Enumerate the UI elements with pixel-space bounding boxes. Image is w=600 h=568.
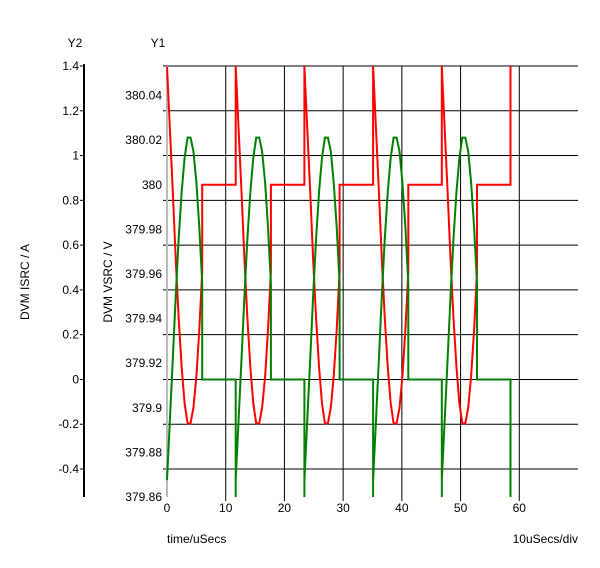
y1-tick-label: 379.94	[125, 312, 162, 326]
y1-tick-label: 380	[142, 178, 162, 192]
series-line-dvm-vsrc	[166, 66, 512, 425]
y2-tick-label: 1.4	[62, 59, 79, 73]
y1-tick-label: 380.02	[125, 133, 162, 147]
y2-tick-label: 0	[72, 372, 79, 386]
y1-tick-label: 379.88	[125, 445, 162, 459]
y2-axis-name: Y2	[68, 36, 83, 50]
y1-tick-labels: 380.04 380.02 380 379.98 379.96 379.94 379.92 3…	[125, 89, 162, 504]
x-tick-label: 40	[395, 501, 409, 515]
x-axis-label: time/uSecs	[167, 532, 226, 546]
x-tick-label: 20	[278, 501, 292, 515]
y1-tick-label: 379.9	[132, 401, 162, 415]
y1-tick-label: 379.92	[125, 356, 162, 370]
y2-tick-labels: 1.4 1.2 1 0.8 0.6 0.4 0.2 0 -0.2 -0.4	[58, 59, 84, 476]
grid	[163, 65, 578, 501]
y2-tick-label: 0.4	[62, 283, 79, 297]
x-tick-label: 0	[164, 501, 171, 515]
x-tick-label: 30	[336, 501, 350, 515]
y1-tick-label: 379.98	[125, 222, 162, 236]
x-scale-label: 10uSecs/div	[513, 532, 578, 546]
x-tick-labels: 0 10 20 30 40 50 60	[164, 501, 527, 515]
y1-axis-label: DVM VSRC / V	[101, 241, 115, 322]
series-group	[166, 66, 512, 497]
y1-axis-name: Y1	[151, 36, 166, 50]
y2-tick-label: 0.8	[62, 193, 79, 207]
y2-tick-label: 0.6	[62, 238, 79, 252]
y2-tick-label: 0.2	[62, 328, 79, 342]
y2-tick-label: -0.4	[58, 462, 79, 476]
y2-axis-label: DVM ISRC / A	[18, 244, 32, 320]
x-tick-label: 60	[513, 501, 527, 515]
y2-tick-label: 1.2	[62, 104, 79, 118]
y2-tick-label: 1	[72, 149, 79, 163]
x-tick-label: 10	[219, 501, 233, 515]
y1-tick-label: 380.04	[125, 89, 162, 103]
x-tick-label: 50	[454, 501, 468, 515]
series-line-dvm-isrc	[166, 136, 512, 497]
y1-tick-label: 379.86	[125, 490, 162, 504]
y1-tick-label: 379.96	[125, 267, 162, 281]
y2-tick-label: -0.2	[58, 417, 79, 431]
